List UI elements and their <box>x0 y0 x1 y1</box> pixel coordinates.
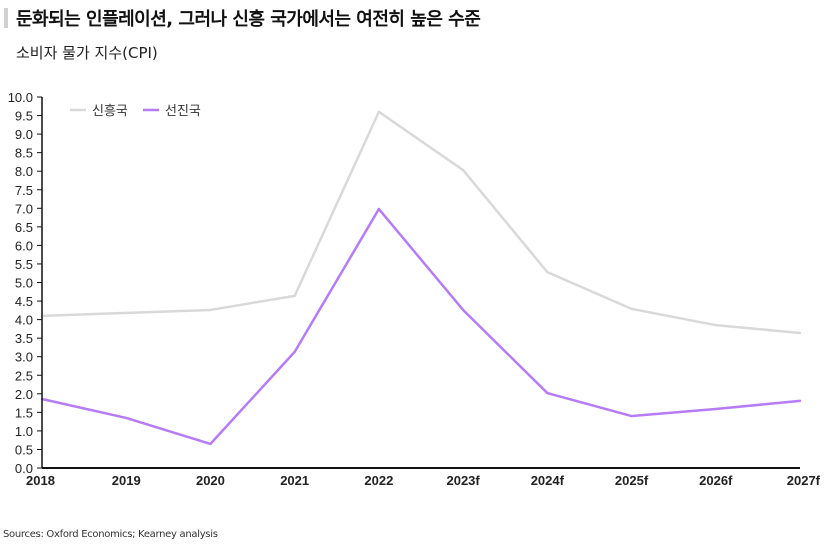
data-point <box>377 110 381 114</box>
data-point <box>461 168 465 172</box>
y-tick-label: 9.0 <box>15 127 33 142</box>
data-point <box>461 308 465 312</box>
y-tick-label: 0.5 <box>15 442 33 457</box>
y-tick-label: 2.0 <box>15 387 33 402</box>
y-tick-label: 3.5 <box>15 331 33 346</box>
y-tick-label: 8.0 <box>15 164 33 179</box>
x-tick-label: 2026f <box>699 473 733 488</box>
title-accent-bar <box>4 8 8 28</box>
y-tick-label: 8.5 <box>15 146 33 161</box>
y-tick-label: 5.5 <box>15 257 33 272</box>
data-point <box>546 270 549 274</box>
data-point <box>714 323 717 327</box>
x-tick-label: 2021 <box>280 473 309 488</box>
y-tick-label: 1.5 <box>15 405 33 420</box>
y-tick-label: 7.5 <box>15 183 33 198</box>
y-tick-label: 9.5 <box>15 109 33 124</box>
x-tick-label: 2022 <box>364 473 393 488</box>
y-tick-label: 7.0 <box>15 201 33 216</box>
data-point <box>714 407 717 411</box>
series-line-advanced <box>41 207 801 446</box>
legend-label: 신흥국 <box>92 103 128 118</box>
data-point <box>630 414 633 418</box>
data-point <box>798 399 802 403</box>
y-tick-label: 6.0 <box>15 238 33 253</box>
data-point <box>546 391 549 395</box>
x-tick-label: 2024f <box>531 473 565 488</box>
chart-title: 둔화되는 인플레이션, 그러나 신흥 국가에서는 여전히 높은 수준 <box>16 9 481 30</box>
source-note: Sources: Oxford Economics; Kearney analy… <box>3 529 218 540</box>
chart-subtitle: 소비자 물가 지수(CPI) <box>16 44 158 62</box>
data-point <box>125 416 128 420</box>
y-tick-label: 0.0 <box>15 461 33 476</box>
data-point <box>293 350 296 354</box>
y-tick-label: 6.5 <box>15 220 33 235</box>
data-point <box>630 307 633 311</box>
data-point <box>293 294 296 298</box>
y-tick-label: 1.0 <box>15 424 33 439</box>
x-tick-label: 2020 <box>196 473 225 488</box>
x-tick-label: 2018 <box>26 473 55 488</box>
data-point <box>209 308 212 312</box>
x-tick-label: 2023f <box>446 473 480 488</box>
y-tick-label: 3.0 <box>15 350 33 365</box>
y-tick-label: 5.0 <box>15 276 33 291</box>
x-tick-label: 2019 <box>112 473 141 488</box>
data-point <box>377 207 381 211</box>
y-tick-label: 2.5 <box>15 368 33 383</box>
data-point <box>798 331 802 335</box>
data-point <box>209 442 212 446</box>
y-tick-label: 4.5 <box>15 294 33 309</box>
y-tick-label: 10.0 <box>8 90 33 105</box>
x-tick-label: 2025f <box>615 473 649 488</box>
y-tick-label: 4.0 <box>15 313 33 328</box>
legend-label: 선진국 <box>165 103 201 118</box>
x-tick-label: 2027f <box>787 473 821 488</box>
data-point <box>125 311 128 315</box>
series-line-emerging <box>41 110 801 335</box>
